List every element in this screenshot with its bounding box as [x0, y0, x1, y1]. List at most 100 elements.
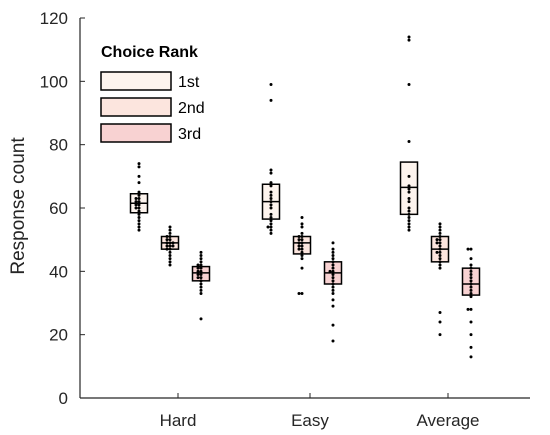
data-point: [407, 197, 411, 200]
data-point: [137, 206, 141, 210]
data-point: [407, 212, 411, 216]
data-point: [300, 247, 304, 251]
data-point: [199, 257, 203, 261]
data-point: [331, 254, 335, 257]
data-point: [199, 266, 203, 270]
data-point: [137, 216, 141, 219]
data-point: [137, 165, 141, 169]
data-point: [199, 288, 203, 292]
data-point: [407, 219, 411, 223]
data-point: [137, 197, 141, 200]
data-point: [435, 238, 439, 242]
data-point: [407, 222, 411, 226]
data-point: [407, 225, 411, 229]
data-point: [168, 238, 172, 242]
data-point: [469, 285, 473, 289]
data-point: [331, 292, 335, 295]
data-point: [199, 263, 203, 267]
data-point: [469, 257, 473, 261]
data-point: [435, 241, 439, 245]
legend-label-1st: 1st: [178, 74, 200, 91]
data-point: [469, 288, 473, 292]
y-tick-label: 60: [49, 199, 68, 218]
data-point: [168, 235, 172, 238]
data-point: [407, 228, 411, 232]
data-point: [438, 247, 442, 251]
legend-label-2nd: 2nd: [178, 100, 205, 117]
data-point: [137, 200, 141, 204]
data-point: [331, 339, 335, 343]
data-point: [137, 162, 141, 166]
data-point: [407, 187, 411, 191]
data-point: [469, 320, 473, 324]
data-point: [331, 323, 335, 327]
data-point: [331, 241, 335, 245]
data-point: [137, 181, 141, 185]
data-point: [168, 260, 172, 264]
data-point: [331, 263, 335, 267]
data-point: [165, 235, 169, 238]
data-point: [328, 269, 332, 273]
data-point: [300, 231, 304, 235]
data-point: [331, 304, 335, 308]
data-point: [331, 247, 335, 251]
axes: 0 20 40 60 80 100 120 Hard Easy Average: [40, 9, 530, 430]
y-tick-label: 120: [40, 9, 68, 28]
data-point: [168, 254, 172, 257]
data-point: [469, 282, 473, 286]
data-point: [469, 269, 473, 273]
data-point: [300, 292, 304, 295]
data-point: [137, 219, 141, 223]
data-point: [407, 216, 411, 219]
data-point: [469, 345, 473, 349]
data-point: [407, 184, 411, 188]
data-point: [438, 231, 442, 235]
y-tick-label: 100: [40, 72, 68, 91]
data-point: [168, 228, 172, 232]
data-point: [438, 241, 442, 245]
data-point: [165, 241, 169, 245]
data-point: [300, 254, 304, 257]
data-point: [407, 200, 411, 204]
data-point: [199, 260, 203, 264]
legend-label-3rd: 3rd: [178, 126, 201, 143]
data-point: [469, 333, 473, 337]
data-point: [407, 206, 411, 210]
data-point: [297, 235, 301, 238]
data-point: [438, 311, 442, 314]
data-point: [438, 257, 442, 261]
data-point: [331, 282, 335, 286]
data-point: [469, 295, 473, 299]
data-point: [269, 212, 273, 216]
data-point: [134, 200, 138, 204]
data-point: [137, 225, 141, 229]
data-point: [407, 83, 411, 86]
data-point: [199, 292, 203, 295]
y-tick-label: 40: [49, 262, 68, 281]
data-point: [199, 282, 203, 286]
data-point: [165, 244, 169, 248]
data-point: [168, 247, 172, 251]
data-point: [165, 238, 169, 242]
data-point: [269, 219, 273, 223]
data-point: [137, 203, 141, 207]
data-point: [137, 174, 141, 178]
data-point: [438, 238, 442, 242]
data-point: [438, 320, 442, 324]
data-point: [196, 276, 200, 280]
data-point: [269, 222, 273, 226]
data-point: [168, 225, 172, 229]
data-point: [331, 279, 335, 283]
data-point: [165, 247, 169, 251]
data-point: [438, 333, 442, 337]
data-point: [438, 235, 442, 238]
data-point: [300, 216, 304, 219]
data-point: [168, 241, 172, 245]
data-point: [469, 263, 473, 267]
data-point: [297, 238, 301, 242]
data-point: [466, 307, 470, 311]
legend: Choice Rank 1st 2nd 3rd: [100, 44, 205, 143]
legend-title: Choice Rank: [101, 44, 198, 61]
data-point: [199, 317, 203, 321]
data-point: [137, 193, 141, 197]
